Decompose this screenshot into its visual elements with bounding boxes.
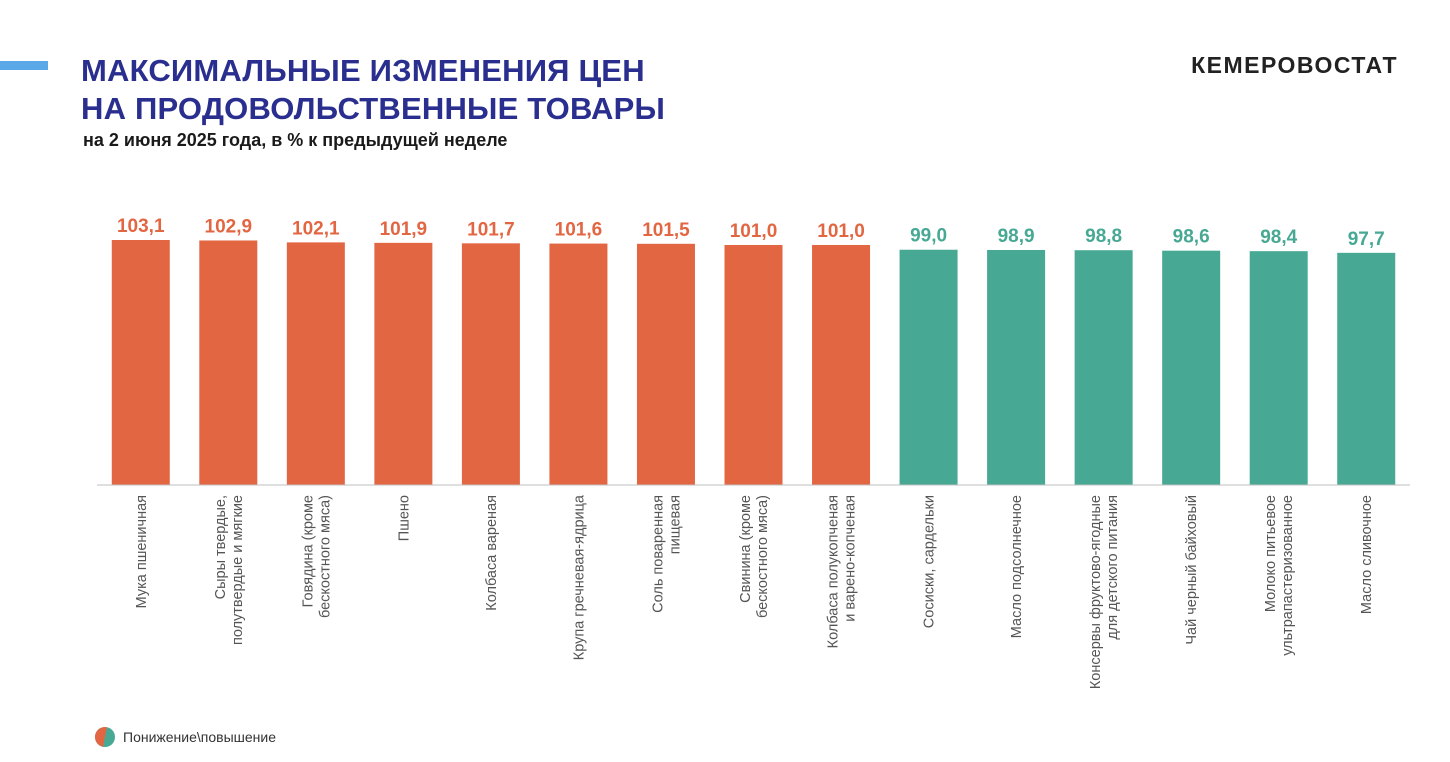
accent-line (0, 61, 48, 70)
bar-12 (1162, 250, 1221, 485)
category-label-1: Сыры твердые, полутвердые и мягкие (213, 495, 246, 645)
category-label-10: Масло подсолнечное (1009, 495, 1025, 638)
value-label-0: 103,1 (117, 216, 165, 237)
value-label-9: 99,0 (910, 226, 947, 247)
category-label-8-line-1: и варено-копченая (843, 495, 859, 622)
category-label-3: Пшено (396, 495, 412, 541)
title-line-2: НА ПРОДОВОЛЬСТВЕННЫЕ ТОВАРЫ (81, 91, 666, 126)
category-label-7: Свинина (кроме бескостного мяса) (738, 495, 771, 618)
bar-8 (812, 244, 871, 485)
category-label-7-line-1: бескостного мяса) (755, 495, 771, 618)
category-label-2-line-0: Говядина (кроме (300, 495, 316, 607)
value-label-8: 101,0 (817, 221, 865, 242)
category-label-14-line-0: Масло сливочное (1359, 495, 1375, 614)
category-label-14: Масло сливочное (1359, 495, 1375, 614)
value-label-4: 101,7 (467, 219, 515, 240)
category-label-1-line-1: полутвердые и мягкие (230, 495, 246, 645)
category-label-12-line-0: Чай черный байховый (1184, 495, 1200, 645)
category-label-2: Говядина (кроме бескостного мяса) (300, 495, 333, 618)
value-label-7: 101,0 (730, 221, 778, 242)
value-label-2: 102,1 (292, 218, 340, 239)
value-label-13: 98,4 (1260, 227, 1297, 248)
value-label-10: 98,9 (998, 226, 1035, 247)
category-label-13: Молоко питьевое ультрапастеризованное (1263, 495, 1296, 656)
category-label-0-line-0: Мука пшеничная (134, 495, 150, 608)
category-label-6-line-1: пищевая (667, 495, 683, 554)
bar-9 (899, 249, 958, 485)
category-label-1-line-0: Сыры твердые, (213, 495, 229, 599)
bar-0 (111, 240, 170, 485)
page-subtitle: на 2 июня 2025 года, в % к предыдущей не… (83, 130, 508, 150)
category-label-9-line-0: Сосиски, сардельки (922, 495, 938, 628)
value-label-5: 101,6 (555, 220, 603, 241)
bar-14 (1337, 252, 1396, 485)
brand-logo: КЕМЕРОВОСТАТ (1191, 52, 1398, 78)
category-label-11-line-0: Консервы фруктово-ягодные (1088, 495, 1104, 689)
value-label-11: 98,8 (1085, 226, 1122, 247)
value-label-14: 97,7 (1348, 229, 1385, 250)
bar-4 (461, 243, 520, 485)
category-label-5-line-0: Крупа гречневая-ядрица (571, 494, 587, 660)
category-label-13-line-1: ультрапастеризованное (1280, 495, 1296, 656)
category-label-5: Крупа гречневая-ядрица (571, 494, 587, 660)
bar-6 (636, 243, 695, 485)
category-label-9: Сосиски, сардельки (922, 495, 938, 628)
bar-2 (286, 242, 345, 485)
legend-label: Понижение\повышение (123, 729, 277, 745)
category-label-8: Колбаса полукопченая и варено-копченая (826, 495, 859, 648)
category-label-3-line-0: Пшено (396, 495, 412, 541)
page-title: МАКСИМАЛЬНЫЕ ИЗМЕНЕНИЯ ЦЕН НА ПРОДОВОЛЬС… (81, 52, 665, 128)
bar-11 (1074, 250, 1133, 485)
category-label-10-line-0: Масло подсолнечное (1009, 495, 1025, 638)
category-label-7-line-0: Свинина (кроме (738, 495, 754, 603)
value-label-1: 102,9 (205, 216, 253, 237)
value-label-12: 98,6 (1173, 227, 1210, 248)
bars-layer (111, 240, 1396, 485)
bar-13 (1249, 251, 1308, 485)
legend: Понижение\повышение (95, 727, 276, 747)
value-label-3: 101,9 (380, 219, 428, 240)
category-label-12: Чай черный байховый (1184, 495, 1200, 645)
bar-10 (987, 249, 1046, 485)
category-label-0: Мука пшеничная (134, 495, 150, 608)
bar-1 (199, 240, 258, 485)
category-label-6-line-0: Соль поваренная (650, 495, 666, 613)
legend-circle-icon (95, 727, 115, 747)
category-label-8-line-0: Колбаса полукопченая (826, 495, 842, 648)
bar-3 (374, 242, 433, 485)
value-label-6: 101,5 (642, 220, 690, 241)
category-labels-layer: Мука пшеничная Сыры твердые, полутвердые и… (134, 494, 1375, 689)
category-label-6: Соль поваренная пищевая (650, 495, 683, 613)
category-label-13-line-0: Молоко питьевое (1263, 495, 1279, 612)
category-label-2-line-1: бескостного мяса) (317, 495, 333, 618)
category-label-11: Консервы фруктово-ягодные для детского пи… (1088, 495, 1121, 689)
bar-5 (549, 243, 608, 485)
title-line-1: МАКСИМАЛЬНЫЕ ИЗМЕНЕНИЯ ЦЕН (81, 53, 645, 88)
category-label-4: Колбаса вареная (484, 495, 500, 611)
value-labels-layer: 103,1 102,9 102,1 101,9 101,7 101,6 101,5 101,0… (117, 216, 1385, 250)
category-label-11-line-1: для детского питания (1105, 495, 1121, 640)
category-label-4-line-0: Колбаса вареная (484, 495, 500, 611)
bar-7 (724, 244, 783, 485)
